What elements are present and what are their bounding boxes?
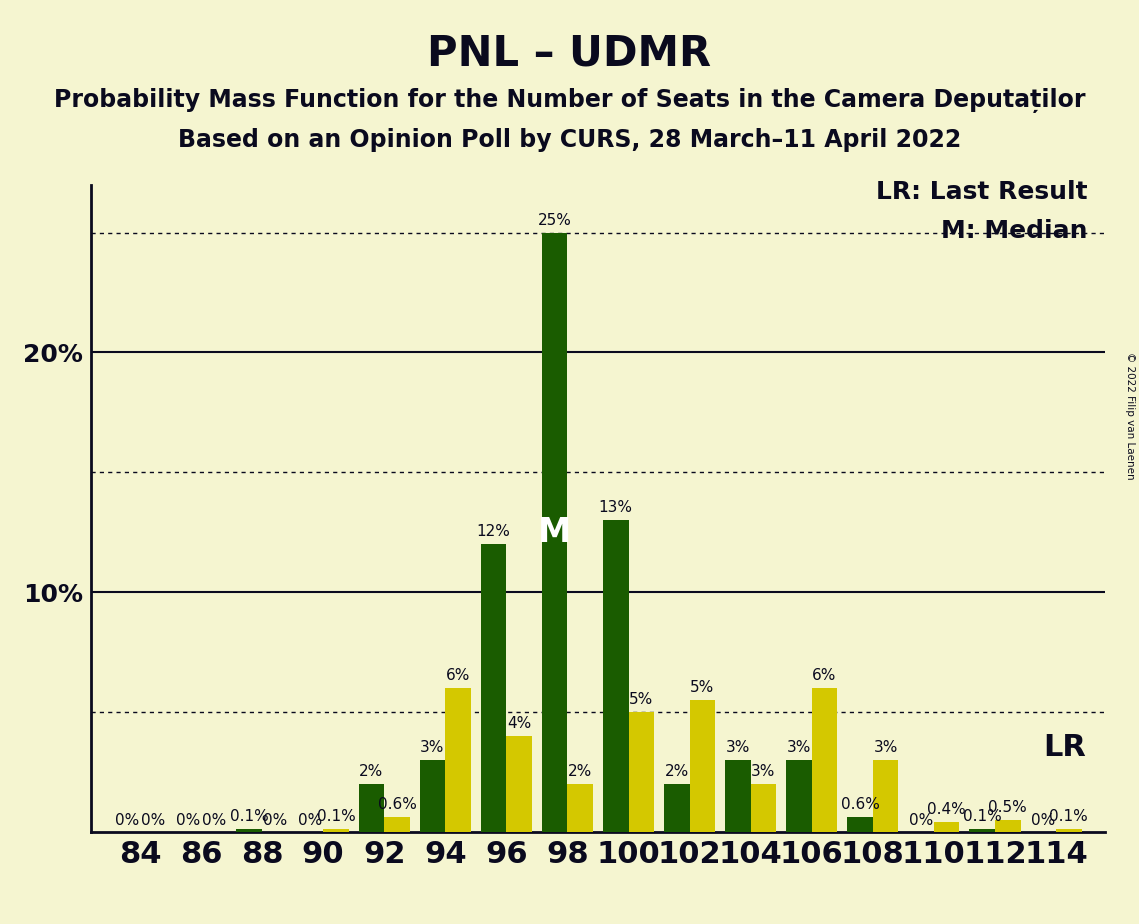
Text: 2%: 2% xyxy=(359,764,384,779)
Text: 0%: 0% xyxy=(263,813,287,828)
Text: LR: Last Result: LR: Last Result xyxy=(876,180,1088,204)
Text: © 2022 Filip van Laenen: © 2022 Filip van Laenen xyxy=(1125,352,1134,480)
Bar xyxy=(359,784,384,832)
Text: 2%: 2% xyxy=(568,764,592,779)
Bar xyxy=(445,687,470,832)
Bar xyxy=(419,760,445,832)
Bar xyxy=(934,822,959,832)
Bar xyxy=(994,820,1021,832)
Bar xyxy=(629,711,654,832)
Text: 0.1%: 0.1% xyxy=(317,809,355,824)
Text: 0.1%: 0.1% xyxy=(230,809,269,824)
Text: 3%: 3% xyxy=(787,740,811,755)
Bar xyxy=(481,544,507,832)
Text: 25%: 25% xyxy=(538,213,572,228)
Text: 0%: 0% xyxy=(177,813,200,828)
Text: 0%: 0% xyxy=(202,813,226,828)
Text: 12%: 12% xyxy=(476,524,510,540)
Text: 4%: 4% xyxy=(507,716,531,731)
Bar xyxy=(567,784,593,832)
Text: 0%: 0% xyxy=(909,813,933,828)
Bar xyxy=(872,760,899,832)
Text: Based on an Opinion Poll by CURS, 28 March–11 April 2022: Based on an Opinion Poll by CURS, 28 Mar… xyxy=(178,128,961,152)
Bar xyxy=(689,699,715,832)
Bar xyxy=(384,817,410,832)
Text: 0.5%: 0.5% xyxy=(989,800,1027,815)
Text: 0.4%: 0.4% xyxy=(927,802,966,817)
Text: 3%: 3% xyxy=(726,740,749,755)
Bar xyxy=(969,829,994,832)
Text: 0%: 0% xyxy=(115,813,139,828)
Bar xyxy=(812,687,837,832)
Text: 2%: 2% xyxy=(665,764,689,779)
Text: 13%: 13% xyxy=(599,501,632,516)
Text: 0.1%: 0.1% xyxy=(1049,809,1088,824)
Text: PNL – UDMR: PNL – UDMR xyxy=(427,32,712,74)
Bar xyxy=(664,784,689,832)
Text: 0%: 0% xyxy=(298,813,322,828)
Text: 5%: 5% xyxy=(690,680,714,695)
Text: 3%: 3% xyxy=(752,764,776,779)
Text: 3%: 3% xyxy=(420,740,444,755)
Text: 5%: 5% xyxy=(629,692,654,707)
Text: 0%: 0% xyxy=(1031,813,1055,828)
Bar xyxy=(542,233,567,832)
Text: 0.1%: 0.1% xyxy=(962,809,1001,824)
Bar xyxy=(751,784,777,832)
Text: LR: LR xyxy=(1043,734,1087,762)
Text: 0%: 0% xyxy=(141,813,165,828)
Bar xyxy=(726,760,751,832)
Bar xyxy=(603,520,629,832)
Text: 6%: 6% xyxy=(446,668,470,683)
Bar xyxy=(847,817,872,832)
Bar xyxy=(507,736,532,832)
Text: M: M xyxy=(538,516,572,549)
Bar xyxy=(237,829,262,832)
Text: Probability Mass Function for the Number of Seats in the Camera Deputaților: Probability Mass Function for the Number… xyxy=(54,88,1085,113)
Text: M: Median: M: Median xyxy=(941,219,1088,243)
Text: 3%: 3% xyxy=(874,740,898,755)
Bar xyxy=(1056,829,1082,832)
Text: 6%: 6% xyxy=(812,668,837,683)
Text: 0.6%: 0.6% xyxy=(378,797,417,812)
Bar xyxy=(323,829,349,832)
Text: 0.6%: 0.6% xyxy=(841,797,879,812)
Bar xyxy=(786,760,812,832)
